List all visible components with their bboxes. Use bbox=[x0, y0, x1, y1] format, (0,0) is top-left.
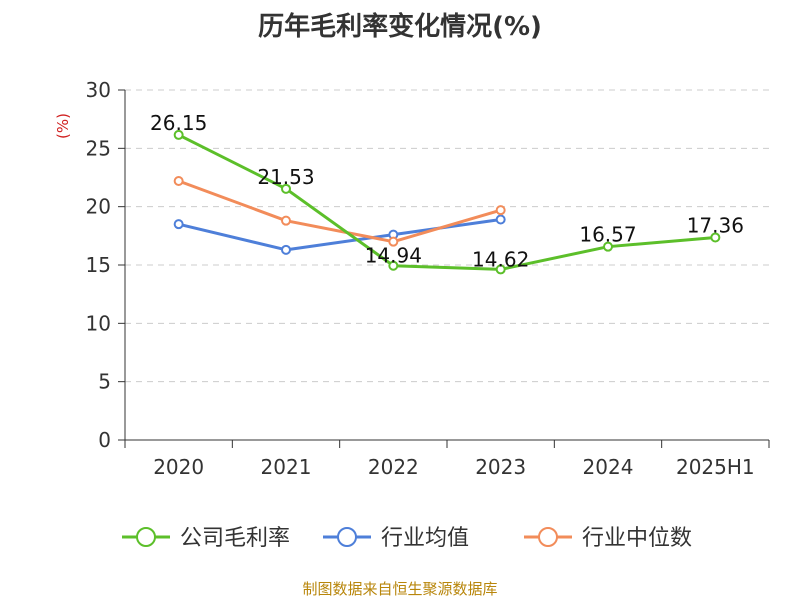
chart-title: 历年毛利率变化情况(%) bbox=[258, 12, 542, 42]
series-line bbox=[177, 133, 716, 271]
legend-marker-icon bbox=[136, 527, 156, 547]
data-point bbox=[281, 183, 291, 194]
data-label: 17.36 bbox=[687, 213, 744, 237]
data-point bbox=[495, 264, 506, 275]
data-point bbox=[603, 241, 613, 252]
legend: 公司毛利率 行业均值 行业中位数 bbox=[122, 526, 692, 551]
y-axis-label: (%) bbox=[54, 113, 72, 139]
legend-label: 行业中位数 bbox=[582, 526, 692, 551]
data-point bbox=[173, 129, 184, 140]
data-labels: 26.15 21.53 14.94 14.62 16.57 17.36 bbox=[150, 111, 744, 272]
legend-label: 公司毛利率 bbox=[180, 526, 290, 551]
y-tick-label: 0 bbox=[98, 428, 111, 452]
series-line bbox=[178, 179, 502, 244]
series-lines bbox=[173, 129, 721, 275]
data-point bbox=[495, 214, 506, 225]
data-point bbox=[281, 215, 291, 226]
y-tick-label: 25 bbox=[86, 136, 111, 160]
y-tick-label: 10 bbox=[86, 311, 111, 335]
data-point bbox=[388, 236, 399, 247]
axes: 0 5 10 15 20 25 30 2020 2021 2022 2023 2024 2025H1 bbox=[86, 78, 770, 479]
y-tick-label: 15 bbox=[86, 253, 111, 277]
legend-marker-icon bbox=[337, 527, 357, 547]
source-note: 制图数据来自恒生聚源数据库 bbox=[302, 580, 498, 598]
y-tick-label: 20 bbox=[86, 195, 111, 219]
data-point bbox=[281, 244, 291, 255]
data-point bbox=[173, 176, 184, 186]
x-tick-label: 2021 bbox=[261, 455, 312, 479]
data-point bbox=[388, 260, 399, 271]
legend-marker-icon bbox=[538, 527, 558, 547]
grid-lines bbox=[125, 89, 769, 383]
data-label: 26.15 bbox=[150, 111, 207, 135]
x-tick-label: 2022 bbox=[368, 455, 419, 479]
x-tick-label: 2025H1 bbox=[676, 455, 755, 479]
data-label: 21.53 bbox=[257, 165, 314, 189]
x-tick-label: 2020 bbox=[153, 455, 204, 479]
data-point bbox=[710, 232, 721, 243]
data-label: 14.62 bbox=[472, 247, 529, 271]
data-label: 16.57 bbox=[579, 223, 636, 247]
y-tick-label: 30 bbox=[86, 78, 111, 102]
y-tick-label: 5 bbox=[98, 370, 111, 394]
data-point bbox=[495, 205, 506, 216]
x-tick-label: 2023 bbox=[475, 455, 526, 479]
x-tick-label: 2024 bbox=[583, 455, 634, 479]
legend-label: 行业均值 bbox=[381, 526, 469, 551]
data-label: 14.94 bbox=[365, 244, 422, 268]
data-point bbox=[173, 219, 184, 230]
